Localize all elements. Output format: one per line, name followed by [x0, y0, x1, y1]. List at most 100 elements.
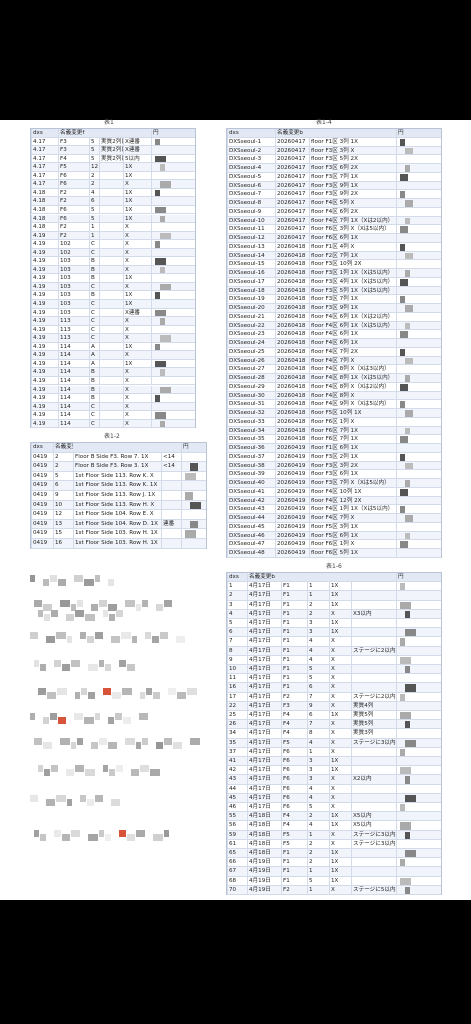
table-cell: 20260418: [275, 339, 309, 347]
table-row: DXSseoul-1 20260417 floor F1区 3列 1X: [227, 137, 441, 147]
table-cell: ステージに2以内: [351, 692, 396, 701]
redaction: [405, 252, 413, 260]
table-row: DXSseoul-16 20260418 floor F3区 1列 1X（Xは5以内…: [227, 269, 441, 278]
table-cell: 4.19: [31, 240, 58, 248]
mosaic-block: [103, 688, 111, 695]
table-cell: 10: [53, 500, 73, 510]
table-cell: [396, 839, 443, 848]
table-cell: [396, 277, 443, 286]
table-cell: 4月17日: [247, 582, 281, 591]
mosaic-block: [80, 632, 86, 639]
table-cell: [151, 368, 197, 376]
table-cell: [151, 351, 197, 359]
table-cell: [161, 529, 181, 538]
redaction: [400, 748, 405, 756]
table-cell: F1: [281, 609, 307, 618]
table-cell: 1st Floor Side 104. Row D. 1X: [73, 519, 161, 529]
mosaic-block: [38, 688, 46, 695]
table-cell: F6: [281, 793, 307, 802]
table-cell: floor F3区 7列 1X: [309, 172, 396, 181]
table-cell: [99, 282, 123, 291]
mosaic-block: [85, 614, 95, 621]
table-cell: [396, 286, 443, 295]
mosaic-block: [176, 636, 185, 643]
table-cell: X連番: [123, 146, 151, 154]
table-cell: 114: [58, 419, 89, 428]
table-cell: X: [329, 839, 351, 848]
table-cell: 5: [307, 876, 329, 885]
table-cell: [151, 180, 197, 188]
redaction: [185, 472, 196, 481]
table-cell: [151, 154, 197, 163]
table-cell: ステージに2以内: [351, 646, 396, 655]
mosaic-block: [44, 769, 50, 776]
table-cell: X: [123, 368, 151, 376]
mosaic-block: [87, 636, 94, 643]
table-cell: X: [329, 720, 351, 729]
table-cell: 1X: [123, 197, 151, 205]
table-cell: 4.19: [31, 308, 58, 317]
table-cell: 4: [307, 738, 329, 747]
redaction: [405, 794, 416, 802]
table-cell: X: [329, 793, 351, 802]
table-cell: 6: [53, 481, 73, 490]
table-cell: 実質5列: [351, 711, 396, 720]
table-cell: 20260417: [275, 137, 309, 146]
table-cell: [151, 146, 197, 154]
table-cell: <14: [161, 452, 181, 462]
mosaic-block: [190, 738, 200, 745]
mosaic-block: [47, 692, 56, 699]
table-cell: floor F5区 6列 1X: [309, 531, 396, 540]
table-cell: [181, 539, 208, 548]
mosaic-block: [66, 769, 74, 776]
table-cell: X2以内: [351, 775, 396, 784]
table-cell: [351, 674, 396, 683]
table-cell: DXSseoul-1: [227, 137, 275, 146]
table-cell: 114: [58, 376, 89, 385]
table-cell: B: [89, 376, 99, 385]
table-cell: [396, 747, 443, 756]
table-cell: [396, 321, 443, 330]
table-row: 45 4月17日 F6 4 X: [227, 793, 441, 803]
table-cell: DXSseoul-37: [227, 452, 275, 461]
table-cell: 20260418: [275, 382, 309, 391]
redaction: [160, 283, 171, 291]
table-cell: B: [89, 265, 99, 274]
table-cell: F6: [281, 784, 307, 793]
redaction: [405, 776, 410, 784]
mosaic-block: [146, 688, 152, 695]
table: dxs 名義変更b 円 DXSseoul-1 20260417 floor F1区 3列 …: [226, 128, 442, 558]
table-cell: [396, 304, 443, 312]
table-cell: [151, 163, 197, 171]
table-cell: 4.19: [31, 274, 58, 282]
table-cell: [151, 197, 197, 205]
table-cell: 4月17日: [247, 757, 281, 766]
table-cell: 6: [89, 197, 99, 205]
mosaic-block: [75, 765, 84, 772]
mosaic-block: [109, 769, 115, 776]
table-row: 8 4月17日 F1 4 X ステージに2以内: [227, 646, 441, 656]
table-cell: 17: [227, 692, 247, 701]
table-cell: 5: [89, 205, 99, 214]
table-cell: [396, 885, 443, 894]
table-cell: [99, 411, 123, 419]
table-cell: [99, 205, 123, 214]
table-cell: 5: [89, 137, 99, 146]
redaction: [160, 215, 165, 223]
table-row: 4.18 F2 4 1X: [31, 188, 195, 198]
table-cell: 0419: [31, 491, 53, 500]
redaction: [405, 165, 410, 172]
mosaic-block: [67, 799, 72, 806]
table-cell: [99, 325, 123, 334]
table-cell: 8: [227, 646, 247, 655]
table-cell: 103: [58, 300, 89, 308]
table-cell: [151, 334, 197, 342]
table-cell: [396, 426, 443, 435]
table-cell: floor F3区 5列 2X: [309, 155, 396, 163]
table-cell: [351, 619, 396, 628]
table-cell: 20260419: [275, 479, 309, 487]
table-cell: 20260419: [275, 522, 309, 531]
table-row: 35 4月17日 F5 4 X ステージに3以内: [227, 738, 441, 748]
table-cell: 20260417: [275, 190, 309, 198]
table-row: 16 4月17日 F1 6 X: [227, 683, 441, 693]
